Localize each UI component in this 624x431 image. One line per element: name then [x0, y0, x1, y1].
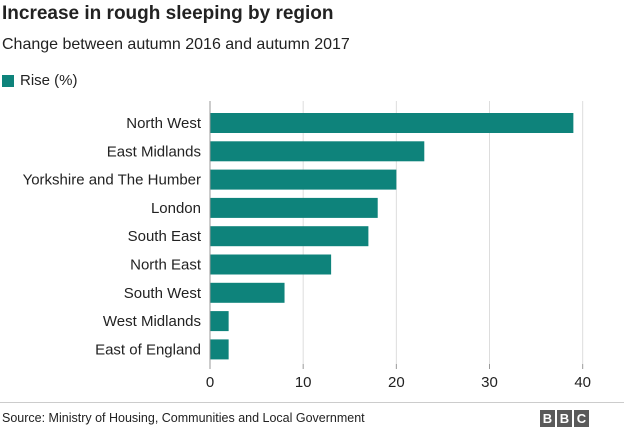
bar [210, 339, 229, 360]
category-label: East of England [95, 341, 201, 358]
category-label: London [151, 200, 201, 217]
bbc-logo-letter: B [557, 410, 572, 427]
category-label: Yorkshire and The Humber [23, 172, 201, 189]
bar-chart: North West East Midlands Yorkshire and The… [23, 101, 591, 391]
x-tick-label: 0 [206, 374, 214, 391]
bar [210, 113, 574, 133]
bar [210, 226, 369, 247]
x-tick-label: 10 [295, 374, 312, 391]
chart-title: Increase in rough sleeping by region [2, 3, 334, 24]
category-label: East Midlands [107, 143, 201, 160]
bbc-logo: B B C [540, 410, 589, 427]
source-note: Source: Ministry of Housing, Communities… [2, 411, 365, 425]
bar [210, 197, 378, 218]
x-tick-label: 30 [481, 374, 498, 391]
legend: Rise (%) [2, 72, 78, 89]
category-label: West Midlands [103, 313, 201, 330]
x-tick-label: 20 [388, 374, 405, 391]
bar [210, 141, 425, 162]
legend-label: Rise (%) [20, 72, 78, 89]
bar [210, 169, 397, 190]
bbc-logo-letter: B [540, 410, 555, 427]
chart-subtitle: Change between autumn 2016 and autumn 20… [2, 36, 350, 53]
bar [210, 254, 332, 275]
bbc-logo-letter: C [574, 410, 589, 427]
category-label: North East [130, 257, 202, 274]
x-tick-label: 40 [574, 374, 591, 391]
category-label: South West [124, 285, 202, 302]
category-label: North West [126, 115, 202, 132]
bar [210, 311, 229, 332]
bar [210, 282, 285, 303]
category-label: South East [128, 228, 202, 245]
legend-swatch [2, 74, 14, 87]
footer-divider [0, 402, 624, 403]
